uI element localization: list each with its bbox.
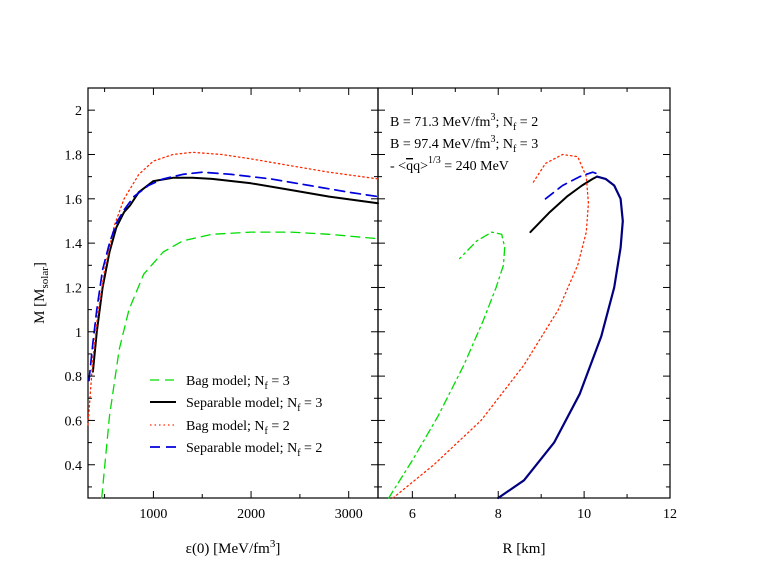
annotation-2-text: B = 97.4 MeV/fm (390, 137, 491, 152)
legend-2-sub: f (265, 426, 269, 437)
legend-3-label: Separable model; N (186, 441, 297, 456)
annotation-3-text: - < (390, 159, 406, 174)
y-tick-label: 1 (75, 326, 82, 341)
legend-1-end: = 3 (301, 396, 323, 411)
x-tick-label: 12 (663, 507, 677, 522)
y-tick-label: 1.4 (65, 237, 83, 252)
x-tick-label: 2000 (237, 507, 265, 522)
y-tick-label: 1.6 (65, 193, 83, 208)
x-tick-label: 10 (577, 507, 591, 522)
legend-2-label: Bag model; N (186, 419, 265, 434)
y-tick-label: 1.8 (65, 148, 83, 163)
annotation-line-1: B = 71.3 MeV/fm3; Nf = 2 (390, 112, 538, 133)
annotations: B = 71.3 MeV/fm3; Nf = 2 B = 97.4 MeV/fm… (390, 112, 538, 174)
annotation-2-text3: = 3 (516, 137, 538, 152)
left-panel-frame (87, 87, 379, 499)
legend-1-label: Separable model; N (186, 396, 297, 411)
y-axis-label-sub: solar (39, 267, 51, 289)
y-tick-label: 0.6 (65, 414, 83, 429)
left-x-axis-label-end: ] (275, 541, 280, 557)
legend-0-label: Bag model; N (186, 374, 265, 389)
legend-0-sub: f (265, 381, 269, 392)
annotation-3-text2: q> (413, 159, 428, 174)
legend-1-sub: f (297, 403, 301, 414)
annotation-2-text2: ; N (495, 137, 513, 152)
legend-2-end: = 2 (268, 419, 290, 434)
left-panel-curves (87, 151, 379, 499)
left-curve-separable-model-nf-3 (91, 176, 379, 373)
left-x-axis-label-main: ε(0) [MeV/fm (186, 541, 271, 557)
right-curve-bag-model-nf-2 (392, 153, 590, 499)
annotation-2-sub: f (513, 144, 517, 155)
left-x-axis-label-sup: 3 (270, 538, 276, 550)
y-axis-label-main: M [M (32, 288, 48, 323)
left-curve-bag-model-nf-2 (87, 151, 379, 426)
left-curve-bag-model-nf-3 (101, 231, 379, 499)
annotation-1-text2: ; N (495, 115, 513, 130)
legend-entry-bag-nf2: Bag model; Nf = 2 (186, 419, 290, 437)
right-panel-curves (388, 153, 624, 500)
x-tick-label: 1000 (139, 507, 167, 522)
right-curve-separable-model-nf-2 (544, 171, 600, 200)
legend-entry-bag-nf3: Bag model; Nf = 3 (186, 374, 290, 392)
legend-0-end: = 3 (268, 374, 290, 389)
annotation-line-2: B = 97.4 MeV/fm3; Nf = 3 (390, 134, 538, 155)
right-x-axis-label: R [km] (503, 541, 546, 557)
y-axis-label: M [Msolar] (32, 262, 51, 324)
legend-3-end: = 2 (301, 441, 323, 456)
annotation-line-3: - <qq>1/3 = 240 MeV (390, 155, 509, 174)
legend-entry-separable-nf2: Separable model; Nf = 2 (186, 441, 322, 459)
annotation-2-sup: 3 (490, 134, 495, 145)
right-curve-separable-model-nf-2-stable-branch (497, 175, 624, 500)
x-tick-label: 3000 (335, 507, 363, 522)
annotation-3-sup: 1/3 (428, 155, 441, 166)
left-x-axis-label: ε(0) [MeV/fm3] (186, 538, 281, 557)
legend-entry-separable-nf3: Separable model; Nf = 3 (186, 396, 322, 414)
annotation-1-text: B = 71.3 MeV/fm (390, 115, 491, 130)
annotation-1-text3: = 2 (516, 115, 538, 130)
legend: Bag model; Nf = 3 Separable model; Nf = … (150, 374, 322, 459)
annotation-3-text3: = 240 MeV (441, 159, 509, 174)
x-tick-label: 8 (495, 507, 502, 522)
y-tick-label: 1.2 (65, 281, 83, 296)
axis-ticks: 0.4 0.6 0.8 1 1.2 1.4 1.6 1.8 2 1000 2000 3000 6 8 10 1… (65, 87, 677, 522)
annotation-1-sup: 3 (490, 112, 495, 123)
legend-3-sub: f (297, 448, 301, 459)
y-tick-label: 0.8 (65, 370, 83, 385)
y-axis-label-end: ] (32, 262, 48, 267)
annotation-3-qbar: q (406, 159, 413, 174)
annotation-1-sub: f (513, 122, 517, 133)
right-curve-separable-model-nf-3 (529, 175, 598, 234)
right-curve-bag-model-nf-3 (388, 231, 506, 499)
y-tick-label: 0.4 (65, 459, 83, 474)
panel-frames (87, 87, 671, 499)
y-tick-label: 2 (75, 104, 82, 119)
left-curve-separable-model-nf-2 (88, 171, 379, 382)
x-tick-label: 6 (409, 507, 416, 522)
right-panel-frame (377, 87, 671, 499)
